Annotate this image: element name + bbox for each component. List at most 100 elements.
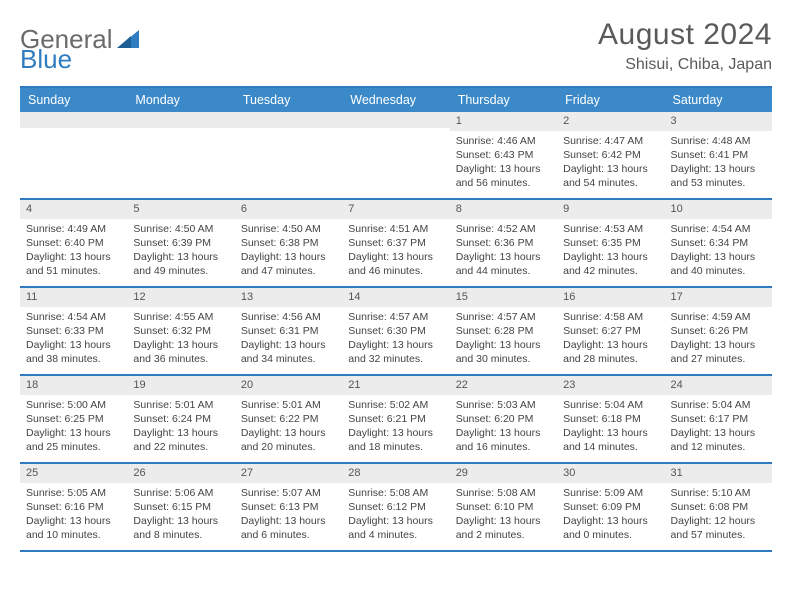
day-body: Sunrise: 4:52 AMSunset: 6:36 PMDaylight:… [450,219,557,285]
day-cell: 31Sunrise: 5:10 AMSunset: 6:08 PMDayligh… [665,464,772,550]
day-cell: 12Sunrise: 4:55 AMSunset: 6:32 PMDayligh… [127,288,234,374]
day-header: Monday [127,88,234,112]
day-number: 21 [342,376,449,395]
sunset-text: Sunset: 6:31 PM [241,324,336,338]
day-body: Sunrise: 4:57 AMSunset: 6:28 PMDaylight:… [450,307,557,373]
sunset-text: Sunset: 6:15 PM [133,500,228,514]
day-cell: 25Sunrise: 5:05 AMSunset: 6:16 PMDayligh… [20,464,127,550]
day-number: 22 [450,376,557,395]
daylight-text: Daylight: 13 hours and 40 minutes. [671,250,766,278]
day-cell: 23Sunrise: 5:04 AMSunset: 6:18 PMDayligh… [557,376,664,462]
sunrise-text: Sunrise: 4:53 AM [563,222,658,236]
daylight-text: Daylight: 13 hours and 10 minutes. [26,514,121,542]
sunrise-text: Sunrise: 5:05 AM [26,486,121,500]
sunset-text: Sunset: 6:37 PM [348,236,443,250]
sunset-text: Sunset: 6:12 PM [348,500,443,514]
week-row: 4Sunrise: 4:49 AMSunset: 6:40 PMDaylight… [20,200,772,288]
day-cell [20,112,127,198]
sunrise-text: Sunrise: 5:07 AM [241,486,336,500]
day-number: 9 [557,200,664,219]
sunset-text: Sunset: 6:17 PM [671,412,766,426]
day-number: 14 [342,288,449,307]
sunset-text: Sunset: 6:27 PM [563,324,658,338]
daylight-text: Daylight: 13 hours and 25 minutes. [26,426,121,454]
day-cell: 15Sunrise: 4:57 AMSunset: 6:28 PMDayligh… [450,288,557,374]
day-cell: 4Sunrise: 4:49 AMSunset: 6:40 PMDaylight… [20,200,127,286]
week-row: 1Sunrise: 4:46 AMSunset: 6:43 PMDaylight… [20,112,772,200]
day-body: Sunrise: 4:48 AMSunset: 6:41 PMDaylight:… [665,131,772,197]
sunset-text: Sunset: 6:10 PM [456,500,551,514]
sunrise-text: Sunrise: 4:47 AM [563,134,658,148]
daylight-text: Daylight: 13 hours and 46 minutes. [348,250,443,278]
sunset-text: Sunset: 6:38 PM [241,236,336,250]
sunset-text: Sunset: 6:41 PM [671,148,766,162]
daylight-text: Daylight: 13 hours and 28 minutes. [563,338,658,366]
day-body: Sunrise: 5:00 AMSunset: 6:25 PMDaylight:… [20,395,127,461]
day-cell [127,112,234,198]
day-cell: 7Sunrise: 4:51 AMSunset: 6:37 PMDaylight… [342,200,449,286]
calendar: Sunday Monday Tuesday Wednesday Thursday… [20,86,772,552]
day-cell: 24Sunrise: 5:04 AMSunset: 6:17 PMDayligh… [665,376,772,462]
day-body: Sunrise: 5:10 AMSunset: 6:08 PMDaylight:… [665,483,772,549]
sunset-text: Sunset: 6:34 PM [671,236,766,250]
day-body: Sunrise: 4:55 AMSunset: 6:32 PMDaylight:… [127,307,234,373]
brand-text-2: Blue [20,44,72,75]
day-cell: 14Sunrise: 4:57 AMSunset: 6:30 PMDayligh… [342,288,449,374]
day-number [342,112,449,128]
day-body: Sunrise: 4:50 AMSunset: 6:39 PMDaylight:… [127,219,234,285]
daylight-text: Daylight: 13 hours and 47 minutes. [241,250,336,278]
daylight-text: Daylight: 13 hours and 51 minutes. [26,250,121,278]
day-cell: 28Sunrise: 5:08 AMSunset: 6:12 PMDayligh… [342,464,449,550]
sunrise-text: Sunrise: 5:06 AM [133,486,228,500]
daylight-text: Daylight: 13 hours and 42 minutes. [563,250,658,278]
day-number: 5 [127,200,234,219]
daylight-text: Daylight: 13 hours and 14 minutes. [563,426,658,454]
daylight-text: Daylight: 13 hours and 38 minutes. [26,338,121,366]
day-body: Sunrise: 4:58 AMSunset: 6:27 PMDaylight:… [557,307,664,373]
sunrise-text: Sunrise: 4:57 AM [456,310,551,324]
location-text: Shisui, Chiba, Japan [598,56,772,74]
sunrise-text: Sunrise: 5:01 AM [133,398,228,412]
day-cell: 18Sunrise: 5:00 AMSunset: 6:25 PMDayligh… [20,376,127,462]
day-body: Sunrise: 4:47 AMSunset: 6:42 PMDaylight:… [557,131,664,197]
day-number: 16 [557,288,664,307]
day-number: 17 [665,288,772,307]
sunset-text: Sunset: 6:21 PM [348,412,443,426]
sunset-text: Sunset: 6:36 PM [456,236,551,250]
daylight-text: Daylight: 13 hours and 16 minutes. [456,426,551,454]
day-number: 6 [235,200,342,219]
day-body: Sunrise: 4:56 AMSunset: 6:31 PMDaylight:… [235,307,342,373]
day-cell: 13Sunrise: 4:56 AMSunset: 6:31 PMDayligh… [235,288,342,374]
daylight-text: Daylight: 13 hours and 54 minutes. [563,162,658,190]
sunrise-text: Sunrise: 5:00 AM [26,398,121,412]
sunset-text: Sunset: 6:09 PM [563,500,658,514]
day-body: Sunrise: 5:08 AMSunset: 6:10 PMDaylight:… [450,483,557,549]
day-number: 27 [235,464,342,483]
daylight-text: Daylight: 13 hours and 32 minutes. [348,338,443,366]
day-cell: 27Sunrise: 5:07 AMSunset: 6:13 PMDayligh… [235,464,342,550]
daylight-text: Daylight: 13 hours and 36 minutes. [133,338,228,366]
day-body: Sunrise: 5:01 AMSunset: 6:22 PMDaylight:… [235,395,342,461]
day-header: Thursday [450,88,557,112]
month-title: August 2024 [598,18,772,52]
sunset-text: Sunset: 6:28 PM [456,324,551,338]
day-number: 26 [127,464,234,483]
daylight-text: Daylight: 13 hours and 4 minutes. [348,514,443,542]
day-number: 8 [450,200,557,219]
day-body: Sunrise: 4:54 AMSunset: 6:33 PMDaylight:… [20,307,127,373]
day-cell: 22Sunrise: 5:03 AMSunset: 6:20 PMDayligh… [450,376,557,462]
day-header: Tuesday [235,88,342,112]
daylight-text: Daylight: 13 hours and 18 minutes. [348,426,443,454]
day-body: Sunrise: 5:04 AMSunset: 6:17 PMDaylight:… [665,395,772,461]
day-number: 28 [342,464,449,483]
sunset-text: Sunset: 6:39 PM [133,236,228,250]
week-row: 18Sunrise: 5:00 AMSunset: 6:25 PMDayligh… [20,376,772,464]
day-number: 24 [665,376,772,395]
daylight-text: Daylight: 13 hours and 44 minutes. [456,250,551,278]
day-number: 11 [20,288,127,307]
day-cell: 6Sunrise: 4:50 AMSunset: 6:38 PMDaylight… [235,200,342,286]
sunrise-text: Sunrise: 5:01 AM [241,398,336,412]
sunrise-text: Sunrise: 4:50 AM [133,222,228,236]
day-cell: 5Sunrise: 4:50 AMSunset: 6:39 PMDaylight… [127,200,234,286]
day-body: Sunrise: 5:06 AMSunset: 6:15 PMDaylight:… [127,483,234,549]
